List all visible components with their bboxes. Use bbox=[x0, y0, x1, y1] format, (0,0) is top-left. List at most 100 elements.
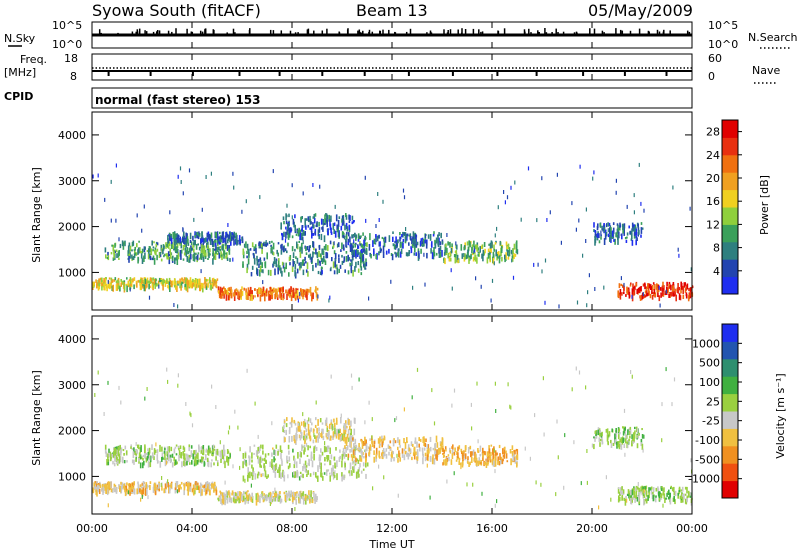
heatmap-cell bbox=[396, 252, 399, 257]
heatmap-cell bbox=[174, 279, 176, 287]
heatmap-cell bbox=[217, 237, 219, 245]
heatmap-cell bbox=[222, 244, 225, 250]
heatmap-cell bbox=[644, 283, 646, 290]
heatmap-cell bbox=[178, 280, 180, 284]
heatmap-cell bbox=[502, 458, 504, 462]
heatmap-cell bbox=[644, 290, 647, 294]
heatmap-cell bbox=[650, 489, 653, 495]
heatmap-cell bbox=[406, 452, 408, 457]
heatmap-cell bbox=[258, 446, 260, 454]
heatmap-cell bbox=[506, 246, 508, 250]
heatmap-cell bbox=[104, 444, 107, 450]
heatmap-cell bbox=[205, 481, 207, 489]
heatmap-cell bbox=[314, 424, 317, 428]
heatmap-cell bbox=[330, 227, 332, 234]
heatmap-cell bbox=[233, 294, 236, 301]
heatmap-cell bbox=[282, 293, 285, 298]
heatmap-cell bbox=[117, 460, 119, 465]
heatmap-cell bbox=[254, 401, 256, 406]
heatmap-cell bbox=[575, 366, 577, 371]
heatmap-cell bbox=[141, 248, 144, 254]
heatmap-cell bbox=[272, 242, 275, 250]
heatmap-cell bbox=[619, 439, 621, 443]
heatmap-cell bbox=[300, 244, 303, 250]
heatmap-cell bbox=[166, 367, 168, 372]
heatmap-cell bbox=[597, 233, 599, 238]
heatmap-cell bbox=[135, 453, 138, 459]
heatmap-cell bbox=[448, 456, 450, 462]
heatmap-cell bbox=[364, 175, 366, 180]
heatmap-cell bbox=[573, 440, 575, 445]
heatmap-cell bbox=[341, 476, 343, 482]
heatmap-cell bbox=[131, 489, 134, 492]
heatmap-cell bbox=[169, 210, 171, 215]
heatmap-cell bbox=[195, 252, 197, 256]
heatmap-cell bbox=[328, 432, 330, 439]
heatmap-cell bbox=[300, 429, 302, 434]
heatmap-cell bbox=[625, 434, 627, 441]
heatmap-cell bbox=[350, 428, 352, 435]
heatmap-cell bbox=[265, 459, 267, 464]
heatmap-cell bbox=[189, 462, 191, 465]
heatmap-cell bbox=[414, 240, 417, 245]
heatmap-cell bbox=[631, 288, 634, 295]
heatmap-cell bbox=[152, 255, 155, 261]
heatmap-cell bbox=[316, 496, 318, 501]
heatmap-cell bbox=[605, 429, 608, 433]
heatmap-cell bbox=[463, 246, 465, 251]
heatmap-cell bbox=[295, 427, 298, 433]
heatmap-cell bbox=[294, 214, 296, 219]
heatmap-cell bbox=[200, 269, 202, 274]
heatmap-cell bbox=[113, 252, 115, 259]
station-title: Syowa South (fitACF) bbox=[92, 1, 261, 20]
heatmap-cell bbox=[180, 452, 183, 459]
heatmap-cell bbox=[600, 234, 602, 237]
heatmap-cell bbox=[208, 489, 211, 495]
heatmap-cell bbox=[169, 248, 171, 253]
heatmap-cell bbox=[139, 282, 142, 289]
heatmap-cell bbox=[111, 279, 114, 283]
heatmap-cell bbox=[337, 432, 340, 440]
heatmap-cell bbox=[662, 291, 664, 295]
heatmap-cell bbox=[508, 254, 510, 257]
heatmap-cell bbox=[345, 427, 347, 432]
heatmap-cell bbox=[279, 491, 281, 495]
heatmap-cell bbox=[269, 491, 272, 495]
heatmap-cell bbox=[652, 282, 655, 285]
heatmap-cell bbox=[342, 447, 345, 454]
heatmap-cell bbox=[176, 481, 179, 488]
heatmap-cell bbox=[484, 248, 486, 254]
colorbar-segment bbox=[722, 224, 738, 243]
heatmap-cell bbox=[558, 304, 560, 309]
heatmap-cell bbox=[112, 244, 115, 252]
heatmap-cell bbox=[615, 441, 618, 445]
heatmap-cell bbox=[293, 455, 295, 461]
heatmap-cell bbox=[427, 444, 430, 450]
heatmap-cell bbox=[134, 250, 136, 254]
heatmap-cell bbox=[138, 452, 141, 457]
heatmap-cell bbox=[639, 493, 641, 498]
heatmap-cell bbox=[208, 252, 210, 259]
heatmap-cell bbox=[124, 445, 127, 450]
heatmap-cell bbox=[220, 499, 222, 504]
heatmap-cell bbox=[236, 289, 239, 293]
heatmap-cell bbox=[247, 490, 249, 493]
colorbar-frame bbox=[721, 323, 739, 499]
heatmap-cell bbox=[306, 473, 308, 477]
heatmap-cell bbox=[311, 499, 314, 504]
heatmap-cell bbox=[362, 468, 365, 471]
heatmap-cell bbox=[443, 257, 445, 263]
heatmap-cell bbox=[290, 286, 292, 292]
heatmap-cell bbox=[441, 438, 444, 446]
heatmap-cell bbox=[262, 242, 265, 247]
heatmap-cell bbox=[184, 239, 186, 243]
heatmap-cell bbox=[620, 444, 623, 450]
heatmap-cell bbox=[128, 279, 131, 282]
heatmap-cell bbox=[437, 239, 439, 246]
heatmap-cell bbox=[160, 280, 162, 283]
heatmap-cell bbox=[215, 449, 218, 456]
heatmap-cell bbox=[312, 439, 315, 444]
heatmap-cell bbox=[143, 460, 145, 466]
heatmap-cell bbox=[360, 456, 363, 462]
heatmap-cell bbox=[617, 487, 620, 494]
